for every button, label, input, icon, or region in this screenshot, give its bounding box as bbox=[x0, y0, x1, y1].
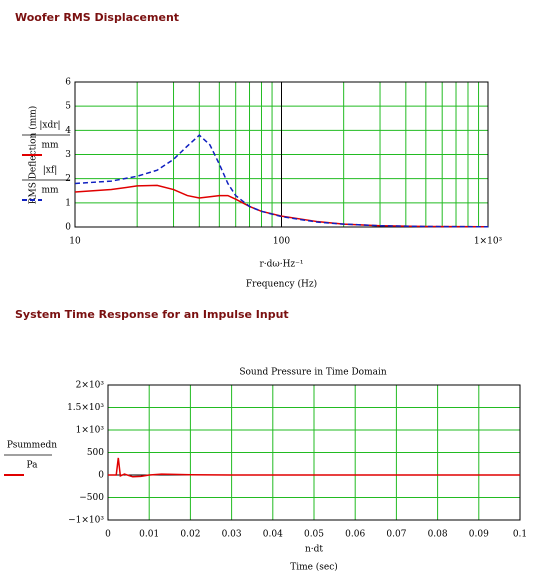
legend-unit: Pa bbox=[26, 461, 38, 471]
x-axis-label: r·dω·Hz⁻¹ bbox=[259, 260, 303, 270]
x-tick-label: 0.09 bbox=[469, 530, 489, 540]
y-tick-label: 0 bbox=[98, 471, 104, 481]
plot-frame bbox=[74, 81, 489, 228]
legend-unit: mm bbox=[41, 186, 59, 196]
y-tick-label: 3 bbox=[65, 150, 71, 160]
y-tick-label: 2 bbox=[65, 174, 71, 184]
x-tick-label: 100 bbox=[273, 237, 290, 247]
x-tick-label: 0 bbox=[105, 530, 111, 540]
y-tick-label: 6 bbox=[65, 78, 71, 88]
y-tick-label: 2×10³ bbox=[76, 381, 105, 391]
legend-unit: mm bbox=[41, 141, 59, 151]
series-line bbox=[108, 457, 520, 478]
x-axis-label: n·dt bbox=[305, 545, 323, 555]
y-tick-label: 1 bbox=[65, 198, 71, 208]
legend-label: |xdr| bbox=[39, 121, 60, 131]
y-tick-label: 1×10³ bbox=[76, 426, 105, 436]
y-tick-label: 5 bbox=[65, 102, 71, 112]
x-tick-label: 0.01 bbox=[139, 530, 159, 540]
section-title: Woofer RMS Displacement bbox=[15, 11, 179, 24]
y-tick-label: 500 bbox=[87, 448, 104, 458]
chart-title: Sound Pressure in Time Domain bbox=[239, 368, 387, 378]
x-tick-label: 0.02 bbox=[180, 530, 200, 540]
x-axis-label: Frequency (Hz) bbox=[246, 279, 317, 290]
section-title: System Time Response for an Impulse Inpu… bbox=[15, 308, 289, 321]
x-tick-label: 0.06 bbox=[345, 530, 365, 540]
legend-label: Psummedn bbox=[7, 441, 57, 451]
x-tick-label: 10 bbox=[69, 237, 81, 247]
plot-frame bbox=[107, 384, 521, 521]
x-tick-label: 0.03 bbox=[222, 530, 242, 540]
x-tick-label: 0.1 bbox=[513, 530, 527, 540]
series-line bbox=[74, 134, 489, 228]
y-tick-label: 1.5×10³ bbox=[67, 403, 104, 413]
x-tick-label: 0.04 bbox=[263, 530, 283, 540]
x-tick-label: 0.08 bbox=[428, 530, 448, 540]
x-axis-label: Time (sec) bbox=[290, 562, 338, 573]
x-tick-label: 0.05 bbox=[304, 530, 324, 540]
y-tick-label: 4 bbox=[65, 126, 71, 136]
y-tick-label: −500 bbox=[79, 493, 104, 503]
y-tick-label: 0 bbox=[65, 223, 71, 233]
legend-label: |xf| bbox=[43, 166, 57, 176]
y-tick-label: −1×10³ bbox=[68, 516, 104, 526]
x-tick-label: 0.07 bbox=[386, 530, 406, 540]
x-tick-label: 1×10³ bbox=[474, 237, 503, 247]
